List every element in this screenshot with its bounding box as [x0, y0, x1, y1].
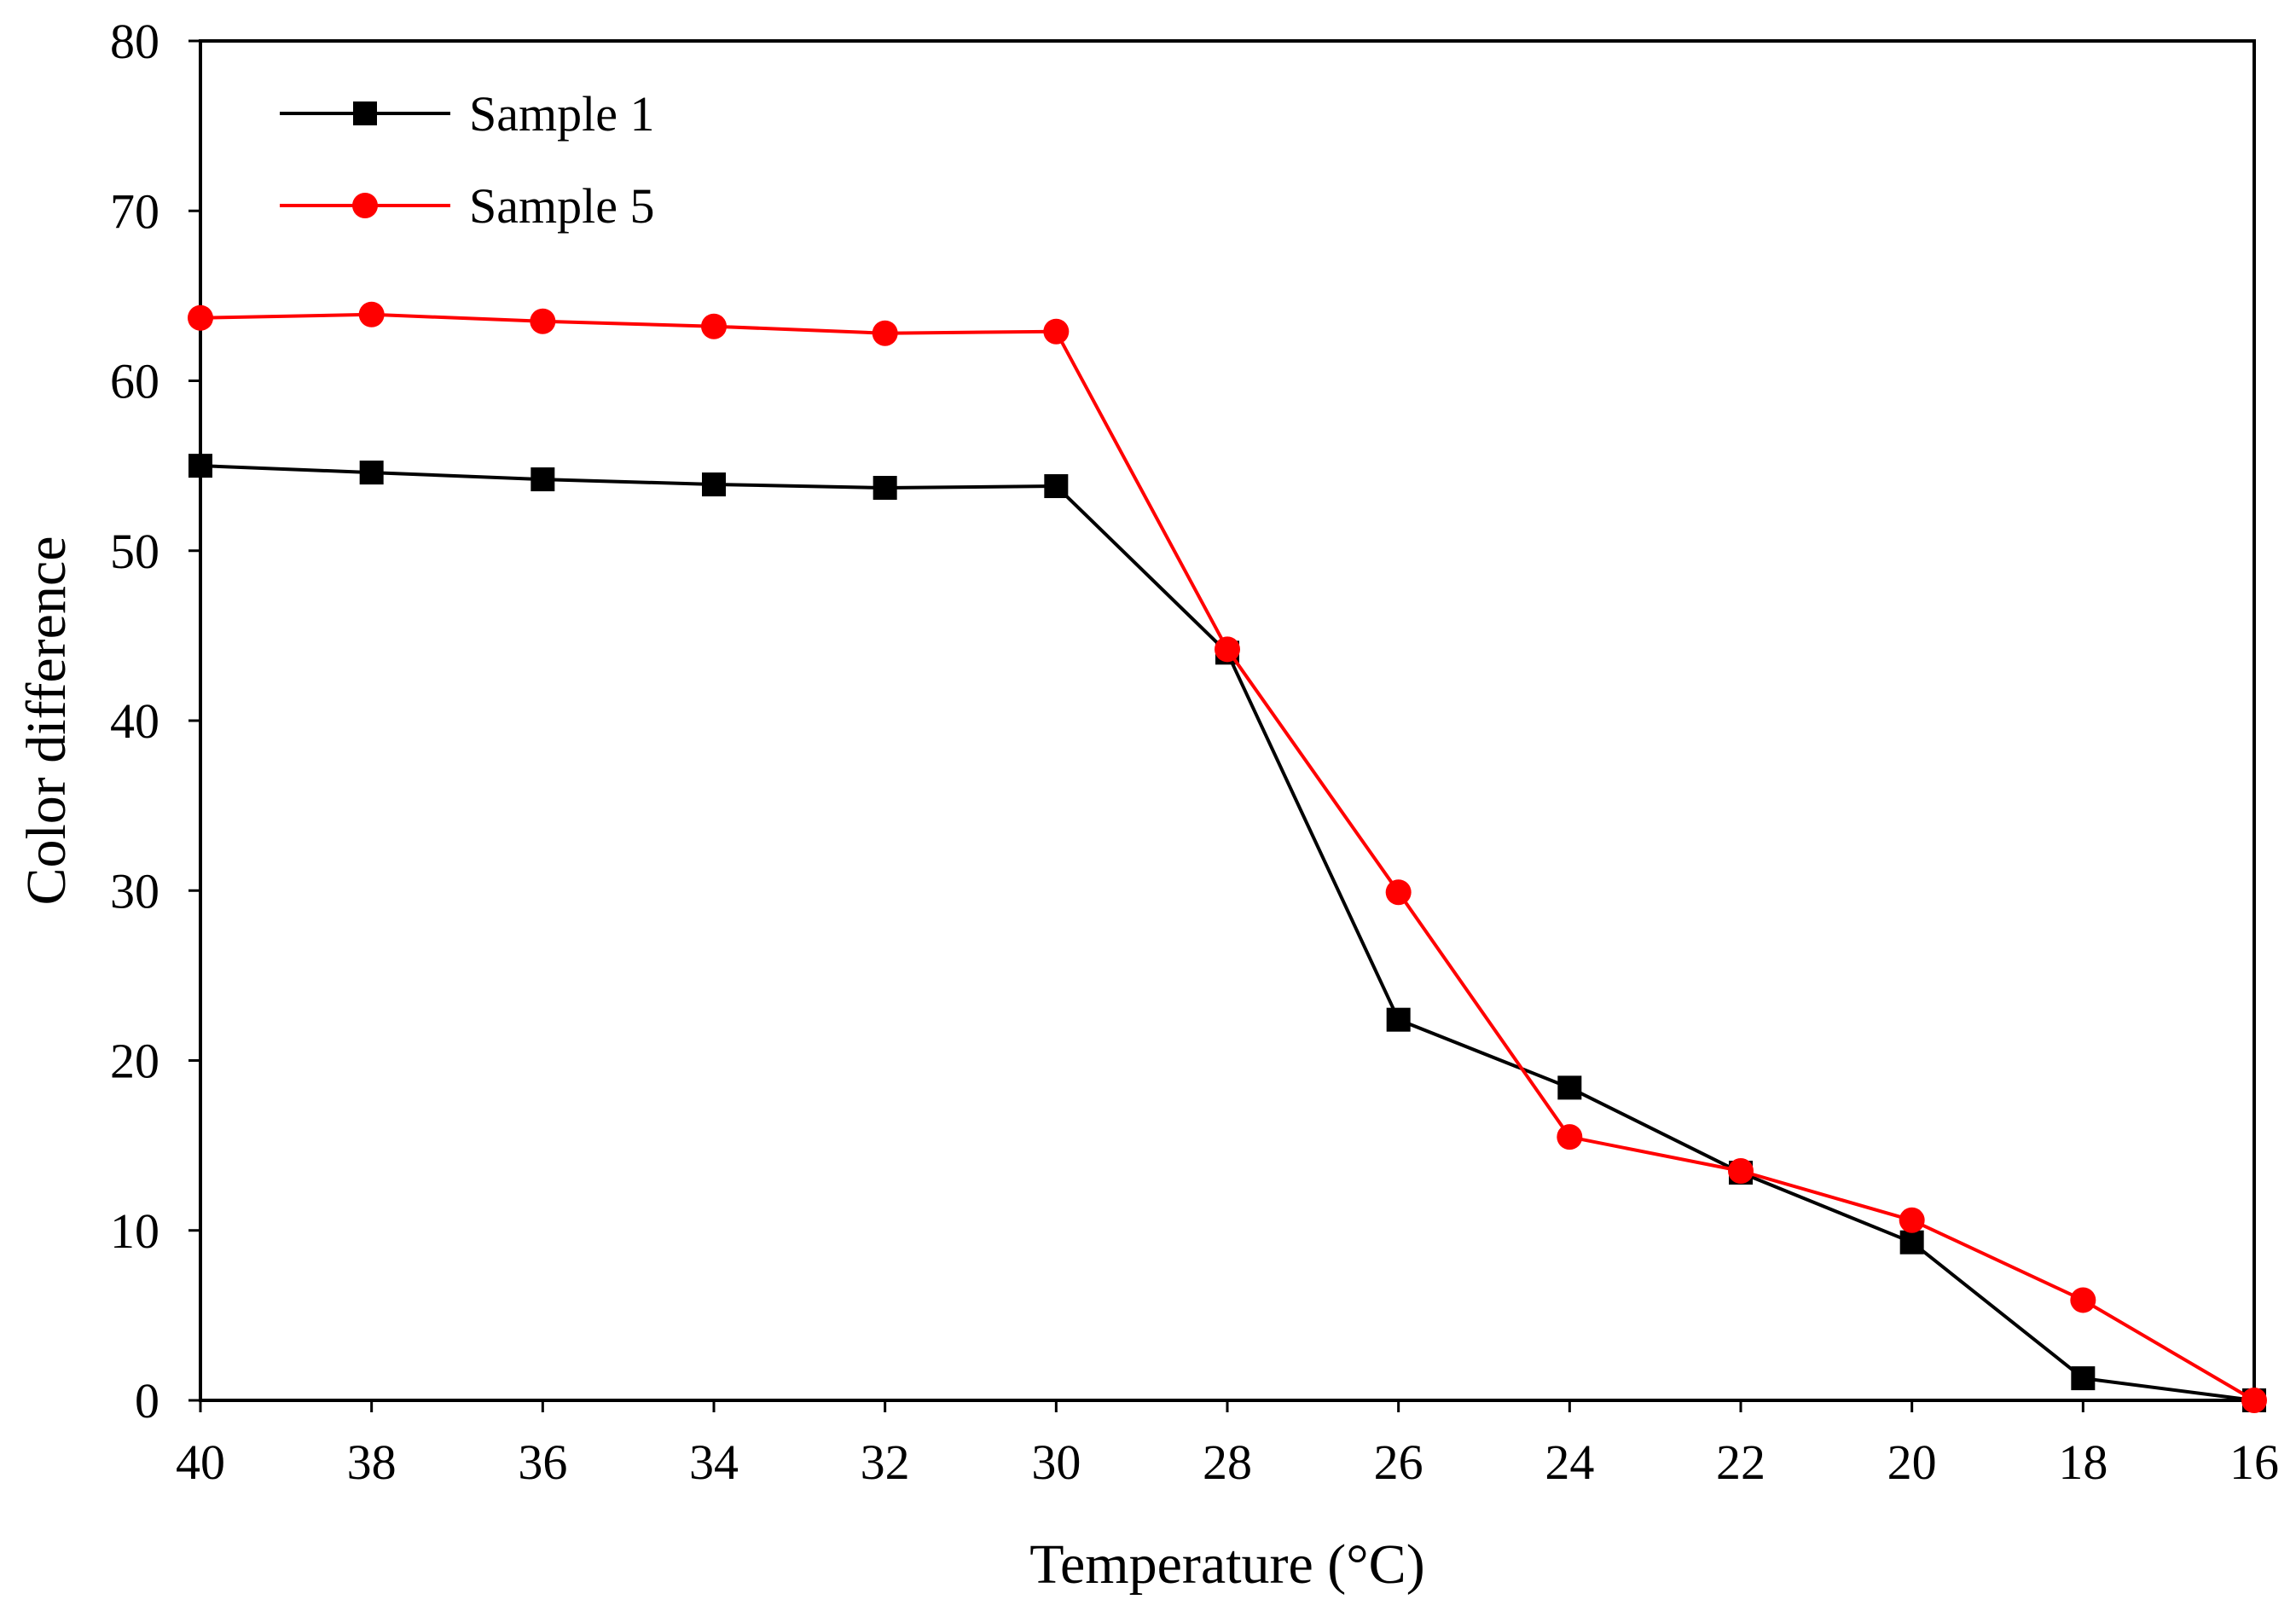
x-axis: 40 38 36 34 32 30 28 26 24 22 20 18 16 [176, 1400, 2279, 1490]
x-tick-label: 26 [1374, 1434, 1423, 1490]
y-tick-label: 70 [110, 183, 159, 239]
x-tick-label: 16 [2229, 1434, 2279, 1490]
y-tick-label: 60 [110, 354, 159, 409]
legend-marker-sample-1 [353, 101, 377, 125]
data-point-sample-1 [531, 467, 555, 492]
data-point-sample-5 [1728, 1158, 1754, 1185]
x-tick-label: 38 [347, 1434, 397, 1490]
data-point-sample-1 [702, 472, 726, 497]
data-point-sample-5 [1043, 318, 1070, 345]
data-point-sample-1 [1557, 1075, 1582, 1100]
data-point-sample-1 [1386, 1007, 1411, 1032]
series-line-sample-1 [200, 464, 2255, 1402]
data-point-sample-5 [2241, 1388, 2267, 1413]
x-tick-label: 28 [1203, 1434, 1252, 1490]
data-point-sample-1 [1044, 474, 1069, 499]
x-tick-label: 24 [1545, 1434, 1594, 1490]
x-tick-label: 30 [1031, 1434, 1081, 1490]
data-point-sample-5 [2070, 1287, 2096, 1313]
x-axis-title: Temperature (°C) [1029, 1533, 1424, 1596]
x-tick-label: 22 [1716, 1434, 1765, 1490]
x-tick-label: 20 [1887, 1434, 1937, 1490]
data-point-sample-5 [872, 320, 898, 346]
data-point-sample-1 [2071, 1366, 2096, 1391]
data-point-sample-5 [1385, 879, 1412, 906]
data-point-sample-5 [1899, 1207, 1925, 1233]
x-tick-label: 18 [2058, 1434, 2108, 1490]
y-tick-label: 80 [110, 14, 159, 69]
y-tick-label: 10 [110, 1203, 159, 1259]
series-layer [188, 301, 2267, 1413]
data-point-sample-5 [701, 313, 727, 339]
x-tick-label: 36 [518, 1434, 567, 1490]
data-point-sample-5 [1557, 1124, 1583, 1150]
data-point-sample-5 [358, 301, 385, 327]
y-tick-label: 50 [110, 524, 159, 579]
data-point-sample-5 [188, 304, 213, 331]
legend-label-sample-5: Sample 5 [469, 178, 654, 234]
x-tick-label: 34 [689, 1434, 739, 1490]
x-tick-label: 32 [861, 1434, 910, 1490]
data-point-sample-5 [530, 308, 556, 334]
y-axis-title: Color difference [15, 536, 78, 905]
legend: Sample 1 Sample 5 [280, 86, 654, 234]
plot-area-frame [199, 39, 2256, 1402]
legend-label-sample-1: Sample 1 [469, 86, 654, 142]
y-tick-label: 30 [110, 863, 159, 919]
y-axis: 0 10 20 30 40 50 60 70 80 [110, 14, 200, 1428]
data-point-sample-1 [188, 454, 212, 478]
y-tick-label: 40 [110, 693, 159, 749]
y-tick-label: 20 [110, 1034, 159, 1089]
x-tick-label: 40 [176, 1434, 225, 1490]
data-point-sample-1 [873, 476, 897, 501]
data-point-sample-5 [1215, 636, 1240, 663]
y-tick-label: 0 [135, 1373, 159, 1428]
data-point-sample-1 [359, 461, 384, 485]
legend-marker-sample-5 [352, 193, 378, 218]
data-point-sample-1 [1899, 1230, 1924, 1255]
